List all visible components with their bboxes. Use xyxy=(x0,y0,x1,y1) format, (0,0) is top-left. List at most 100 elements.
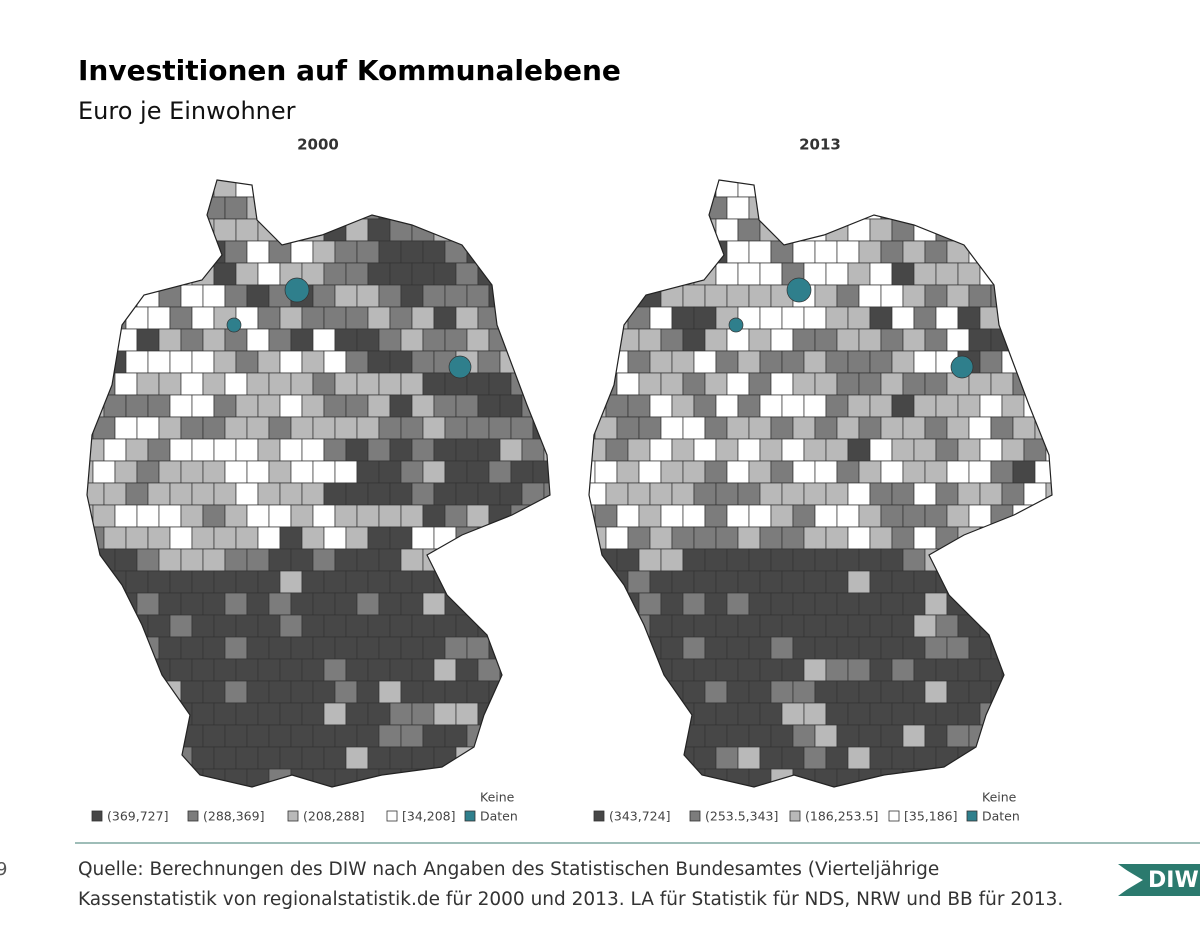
region xyxy=(345,526,369,550)
region xyxy=(814,548,838,572)
region xyxy=(880,724,904,748)
region xyxy=(803,350,827,374)
region xyxy=(1045,306,1052,330)
region xyxy=(290,240,314,264)
region xyxy=(521,438,545,462)
region xyxy=(345,438,369,462)
region xyxy=(444,284,468,308)
region xyxy=(477,746,501,770)
region xyxy=(562,175,584,197)
region xyxy=(422,592,446,616)
region xyxy=(836,284,860,308)
region xyxy=(649,218,673,242)
region xyxy=(136,460,160,484)
region xyxy=(605,438,629,462)
region xyxy=(924,460,948,484)
region xyxy=(781,702,805,726)
region xyxy=(1023,262,1047,286)
region xyxy=(60,747,82,769)
region xyxy=(836,416,860,440)
region xyxy=(946,504,970,528)
region xyxy=(759,180,783,198)
region xyxy=(979,350,1003,374)
legend-swatch xyxy=(91,810,103,822)
region xyxy=(455,180,479,198)
region xyxy=(323,482,347,506)
region xyxy=(759,526,783,550)
legend-label: Daten xyxy=(982,809,1020,824)
region xyxy=(191,702,215,726)
region xyxy=(781,180,805,198)
region xyxy=(880,768,904,787)
region xyxy=(169,350,193,374)
region xyxy=(87,636,94,660)
region xyxy=(836,768,860,787)
region xyxy=(444,196,468,220)
legend-swatch xyxy=(966,810,978,822)
region xyxy=(147,180,171,198)
region xyxy=(455,570,479,594)
region xyxy=(180,284,204,308)
region xyxy=(737,614,761,638)
region xyxy=(836,504,860,528)
region xyxy=(180,460,204,484)
region xyxy=(638,680,662,704)
region xyxy=(1001,306,1025,330)
region xyxy=(279,180,303,198)
region xyxy=(323,526,347,550)
region xyxy=(488,240,512,264)
region xyxy=(103,262,127,286)
region xyxy=(847,746,871,770)
region xyxy=(378,416,402,440)
region xyxy=(257,438,281,462)
region xyxy=(268,504,292,528)
region xyxy=(411,350,435,374)
region xyxy=(814,724,838,748)
region xyxy=(825,262,849,286)
region xyxy=(957,658,981,682)
region xyxy=(649,658,673,682)
region xyxy=(825,746,849,770)
region xyxy=(891,702,915,726)
region xyxy=(616,636,640,660)
region xyxy=(847,438,871,462)
region xyxy=(312,680,336,704)
region xyxy=(191,350,215,374)
region xyxy=(649,702,673,726)
region xyxy=(87,482,105,506)
region xyxy=(356,636,380,660)
region xyxy=(510,240,534,264)
region xyxy=(589,482,607,506)
region xyxy=(627,746,651,770)
region xyxy=(246,284,270,308)
region xyxy=(748,724,772,748)
region xyxy=(693,746,717,770)
region xyxy=(235,746,259,770)
region xyxy=(726,548,750,572)
region xyxy=(891,614,915,638)
region xyxy=(60,571,82,593)
region xyxy=(814,328,838,352)
region xyxy=(693,180,717,198)
region xyxy=(902,724,926,748)
region xyxy=(555,769,577,791)
region xyxy=(990,240,1014,264)
region xyxy=(389,614,413,638)
no-data-region xyxy=(728,317,744,333)
region xyxy=(268,680,292,704)
region xyxy=(60,219,82,241)
region xyxy=(1057,373,1079,395)
region xyxy=(433,180,457,198)
region xyxy=(555,637,577,659)
region xyxy=(246,328,270,352)
region xyxy=(693,482,717,506)
region xyxy=(770,416,794,440)
region xyxy=(532,196,550,220)
region xyxy=(202,592,226,616)
legend-swatch xyxy=(888,810,900,822)
region xyxy=(87,262,105,286)
region xyxy=(345,180,369,198)
region xyxy=(979,570,1003,594)
region xyxy=(594,724,618,748)
region xyxy=(411,482,435,506)
